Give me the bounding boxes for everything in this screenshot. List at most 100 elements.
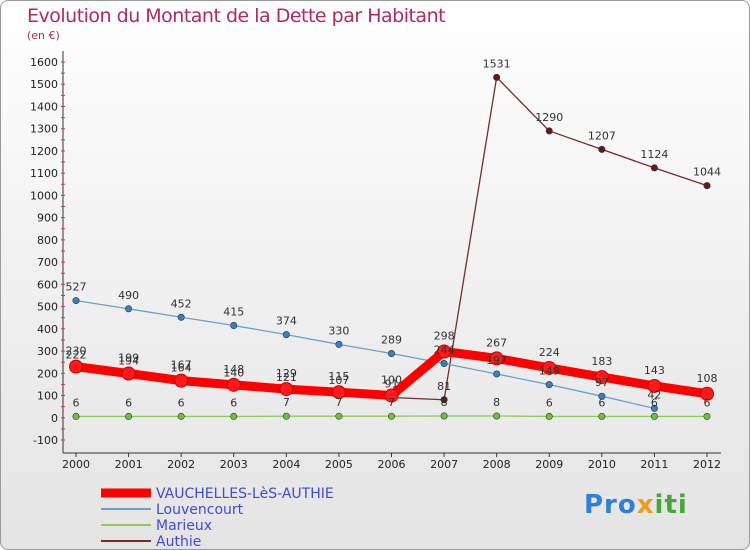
data-label: 298 bbox=[434, 330, 455, 343]
data-point bbox=[121, 366, 136, 381]
data-point bbox=[230, 321, 238, 329]
data-label: 6 bbox=[230, 396, 237, 409]
data-label: 1290 bbox=[535, 111, 563, 124]
data-point bbox=[331, 385, 346, 400]
data-label: 183 bbox=[591, 355, 612, 368]
data-point bbox=[335, 340, 343, 348]
data-point bbox=[387, 412, 395, 420]
data-point bbox=[493, 370, 501, 378]
y-tick-label: 700 bbox=[37, 256, 58, 269]
data-point bbox=[230, 412, 238, 420]
data-point bbox=[650, 412, 658, 420]
data-label: 289 bbox=[381, 334, 402, 347]
data-point bbox=[545, 381, 553, 389]
data-point bbox=[542, 360, 557, 375]
y-tick-label: 100 bbox=[37, 390, 58, 403]
data-point bbox=[493, 73, 501, 81]
data-label: 244 bbox=[434, 344, 455, 357]
data-point bbox=[703, 412, 711, 420]
data-label: 330 bbox=[328, 324, 349, 337]
x-tick-label: 2002 bbox=[167, 458, 195, 471]
data-label: 149 bbox=[539, 365, 560, 378]
data-label: 7 bbox=[335, 396, 342, 409]
data-label: 6 bbox=[73, 396, 80, 409]
y-tick-label: 500 bbox=[37, 301, 58, 314]
data-label: 97 bbox=[595, 376, 609, 389]
y-tick-label: 600 bbox=[37, 278, 58, 291]
data-label: 197 bbox=[486, 354, 507, 367]
y-tick-label: 1000 bbox=[30, 189, 58, 202]
data-label: 224 bbox=[539, 346, 560, 359]
x-tick-label: 2007 bbox=[430, 458, 458, 471]
data-label: 194 bbox=[118, 355, 139, 368]
data-label: 81 bbox=[437, 380, 451, 393]
data-label: 143 bbox=[644, 364, 665, 377]
data-point bbox=[545, 412, 553, 420]
data-point bbox=[493, 412, 501, 420]
data-label: 42 bbox=[647, 388, 661, 401]
data-label: 7 bbox=[283, 396, 290, 409]
data-label: 1124 bbox=[640, 148, 668, 161]
data-label: 6 bbox=[704, 396, 711, 409]
data-point bbox=[387, 350, 395, 358]
data-label: 199 bbox=[118, 352, 139, 365]
data-point bbox=[69, 359, 83, 374]
data-label: 167 bbox=[171, 359, 192, 372]
data-point bbox=[335, 412, 343, 420]
data-point bbox=[489, 351, 504, 366]
data-label: 490 bbox=[118, 289, 139, 302]
data-label: 1207 bbox=[588, 129, 616, 142]
data-point bbox=[598, 145, 606, 153]
legend-label: Marieux bbox=[156, 518, 212, 534]
data-label: 374 bbox=[276, 315, 297, 328]
y-tick-label: 400 bbox=[37, 323, 58, 336]
data-point bbox=[174, 373, 189, 388]
data-point bbox=[72, 412, 80, 420]
data-label: 107 bbox=[328, 374, 349, 387]
x-tick-label: 2006 bbox=[378, 458, 406, 471]
data-label: 415 bbox=[223, 305, 244, 318]
data-label: 222 bbox=[66, 348, 87, 361]
series-line bbox=[75, 299, 656, 410]
y-tick-label: 0 bbox=[51, 412, 58, 425]
x-tick-label: 2004 bbox=[272, 458, 300, 471]
y-tick-label: 1300 bbox=[30, 123, 58, 136]
data-point bbox=[650, 164, 658, 172]
data-label: 8 bbox=[441, 396, 448, 409]
x-tick-label: 2000 bbox=[62, 458, 90, 471]
data-label: 230 bbox=[66, 345, 87, 358]
data-label: 148 bbox=[223, 363, 244, 376]
y-tick-label: 1500 bbox=[30, 78, 58, 91]
y-tick-label: 1100 bbox=[30, 167, 58, 180]
y-tick-label: 300 bbox=[37, 345, 58, 358]
x-tick-label: 2009 bbox=[535, 458, 563, 471]
data-label: 6 bbox=[651, 396, 658, 409]
x-tick-label: 2008 bbox=[483, 458, 511, 471]
data-point bbox=[598, 392, 606, 400]
data-point bbox=[72, 297, 80, 305]
proxiti-logo: Proxiti bbox=[584, 490, 688, 520]
unit-note: (en €) bbox=[27, 29, 60, 42]
y-tick-label: 900 bbox=[37, 212, 58, 225]
data-point bbox=[177, 412, 185, 420]
data-label: 121 bbox=[276, 371, 297, 384]
data-label: 91 bbox=[385, 378, 399, 391]
legend-label: VAUCHELLES-LèS-AUTHIE bbox=[156, 486, 334, 502]
data-label: 6 bbox=[546, 396, 553, 409]
data-label: 7 bbox=[388, 396, 395, 409]
legend-label: Authie bbox=[156, 534, 201, 550]
data-point bbox=[598, 412, 606, 420]
data-point bbox=[125, 305, 133, 313]
data-point bbox=[703, 182, 711, 190]
data-label: 129 bbox=[276, 367, 297, 380]
x-tick-label: 2011 bbox=[640, 458, 668, 471]
x-tick-label: 2001 bbox=[115, 458, 143, 471]
data-label: 6 bbox=[598, 396, 605, 409]
y-tick-label: 800 bbox=[37, 234, 58, 247]
x-tick-label: 2003 bbox=[220, 458, 248, 471]
data-point bbox=[440, 396, 448, 404]
x-tick-label: 2010 bbox=[588, 458, 616, 471]
data-label: 452 bbox=[171, 297, 192, 310]
data-label: 1044 bbox=[693, 166, 721, 179]
